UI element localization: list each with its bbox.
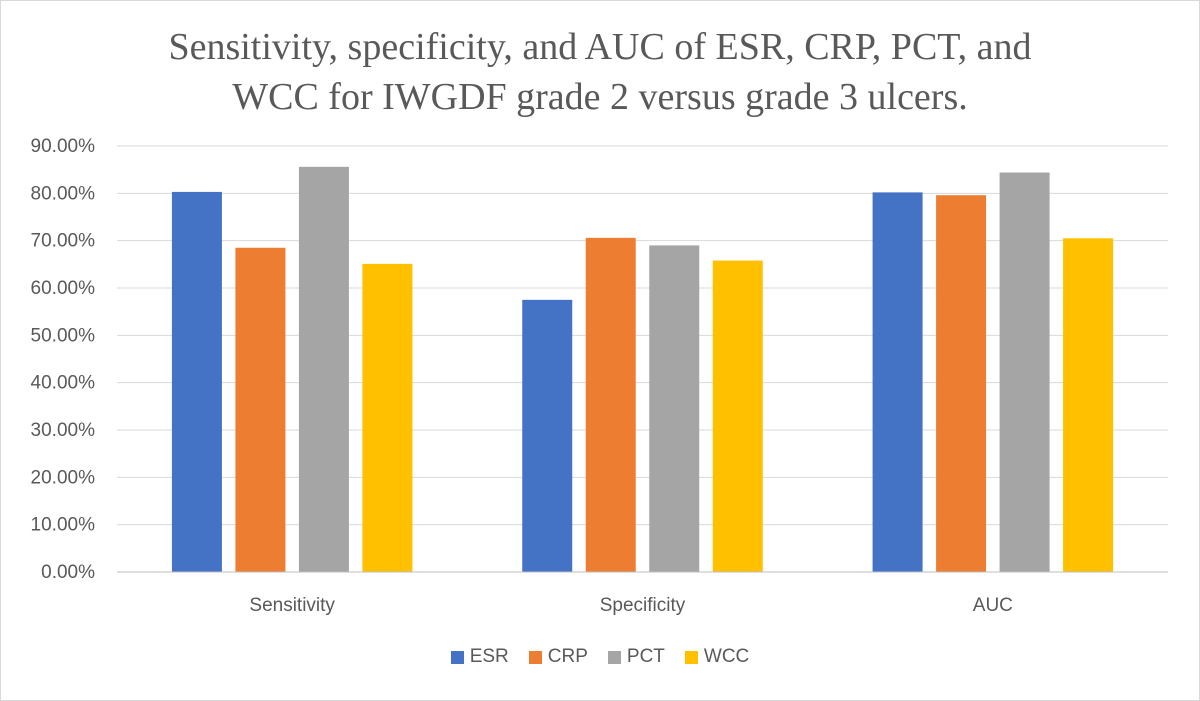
legend-label-wcc: WCC xyxy=(703,646,750,667)
y-tick-label: 10.00% xyxy=(31,515,96,536)
bar-esr-auc xyxy=(872,192,923,573)
bar-esr-specificity xyxy=(522,299,573,572)
x-category-label: Specificity xyxy=(600,595,686,616)
y-tick-label: 70.00% xyxy=(31,231,96,252)
legend-swatch-crp xyxy=(528,650,542,664)
chart-title-line-2: WCC for IWGDF grade 2 versus grade 3 ulc… xyxy=(232,76,968,118)
y-tick-label: 0.00% xyxy=(41,562,95,583)
legend-item-wcc: WCC xyxy=(684,646,750,668)
x-category-label: AUC xyxy=(973,595,1013,616)
bar-crp-auc xyxy=(936,195,987,572)
y-tick-label: 90.00% xyxy=(31,136,96,157)
y-tick-label: 50.00% xyxy=(31,325,96,346)
y-tick-label: 30.00% xyxy=(31,420,96,441)
legend-swatch-wcc xyxy=(684,650,698,664)
chart-title: Sensitivity, specificity, and AUC of ESR… xyxy=(0,22,1200,122)
bar-wcc-auc xyxy=(1063,238,1114,573)
chart-title-line-1: Sensitivity, specificity, and AUC of ESR… xyxy=(168,26,1032,68)
legend-item-pct: PCT xyxy=(607,646,665,668)
bar-pct-auc xyxy=(999,172,1050,573)
y-tick-label: 20.00% xyxy=(31,467,96,488)
y-tick-label: 40.00% xyxy=(31,373,96,394)
bar-esr-sensitivity xyxy=(171,191,222,572)
legend: ESR CRP PCT WCC xyxy=(0,646,1200,668)
legend-item-crp: CRP xyxy=(528,646,588,668)
bar-pct-sensitivity xyxy=(298,166,349,572)
bar-pct-specificity xyxy=(649,245,700,572)
bar-crp-specificity xyxy=(585,237,636,572)
bar-wcc-specificity xyxy=(712,260,763,572)
bar-wcc-sensitivity xyxy=(362,263,413,572)
legend-item-esr: ESR xyxy=(450,646,509,668)
legend-label-esr: ESR xyxy=(469,646,509,667)
legend-swatch-pct xyxy=(607,650,621,664)
y-tick-label: 60.00% xyxy=(31,278,96,299)
x-category-label: Sensitivity xyxy=(249,595,335,616)
legend-swatch-esr xyxy=(450,650,464,664)
legend-label-crp: CRP xyxy=(547,646,588,667)
y-tick-label: 80.00% xyxy=(31,183,96,204)
bar-crp-sensitivity xyxy=(235,247,286,572)
legend-label-pct: PCT xyxy=(626,646,665,667)
